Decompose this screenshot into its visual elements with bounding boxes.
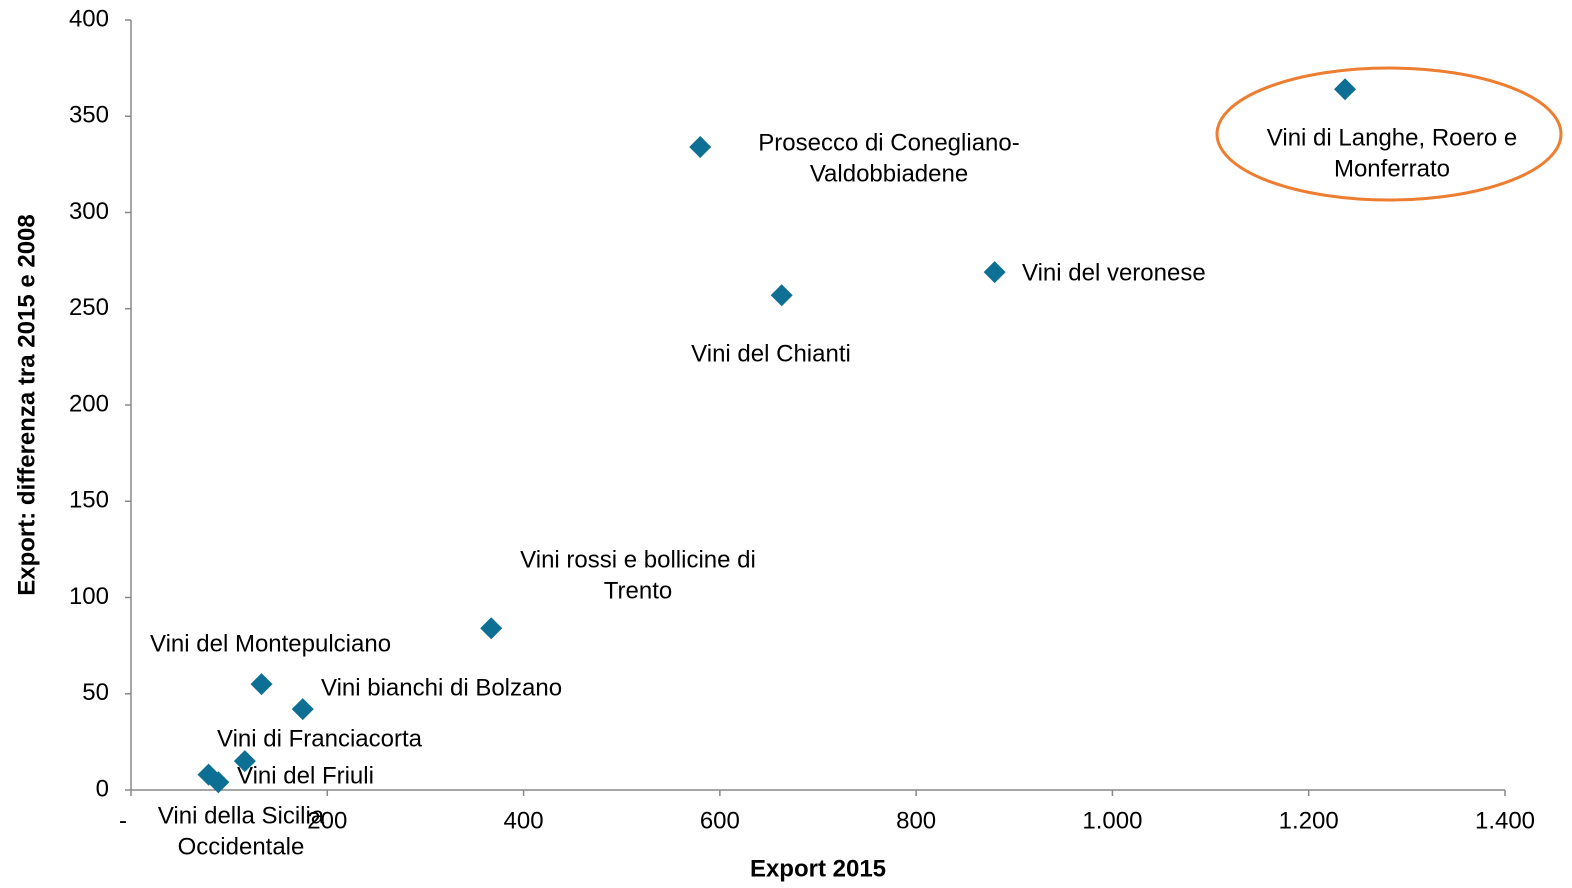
point: [291, 698, 314, 721]
point-label: Vini di Langhe, Roero e: [1267, 124, 1517, 151]
point-label: Prosecco di Conegliano-: [758, 129, 1019, 156]
x-tick-label: 200: [307, 807, 347, 834]
point-label: Trento: [604, 577, 672, 604]
point-label: Vini del Chianti: [691, 340, 851, 367]
point: [480, 617, 503, 640]
y-tick-label: 0: [96, 775, 109, 802]
x-tick-label: 800: [896, 807, 936, 834]
point-label: Monferrato: [1334, 155, 1450, 182]
point: [1334, 78, 1357, 101]
point: [983, 261, 1006, 284]
y-axis-title: Export: differenza tra 2015 e 2008: [13, 214, 40, 596]
y-tick-label: 200: [69, 390, 109, 417]
point-label: Vini bianchi di Bolzano: [321, 674, 562, 701]
point: [689, 136, 712, 159]
point-label: Occidentale: [178, 833, 305, 860]
x-axis-title: Export 2015: [750, 855, 886, 882]
y-tick-label: 400: [69, 5, 109, 32]
point: [770, 284, 793, 307]
x-tick-label: 1.000: [1082, 807, 1142, 834]
point: [197, 763, 220, 786]
x-tick-label: 400: [504, 807, 544, 834]
point-label: Vini del Friuli: [237, 762, 374, 789]
point-label: Vini rossi e bollicine di: [520, 546, 756, 573]
point-label: Vini del Montepulciano: [150, 630, 391, 657]
y-tick-label: 300: [69, 198, 109, 225]
point: [233, 750, 256, 773]
y-tick-label: 100: [69, 583, 109, 610]
x-tick-label: 1.200: [1279, 807, 1339, 834]
point: [250, 673, 273, 696]
point-label: Vini di Franciacorta: [217, 725, 423, 752]
point-label: Vini del veronese: [1022, 259, 1206, 286]
point-label: Valdobbiadene: [810, 160, 968, 187]
x-tick-label: 1.400: [1475, 807, 1535, 834]
x-tick-label: 600: [700, 807, 740, 834]
y-tick-label: 250: [69, 294, 109, 321]
x-tick-label: -: [119, 807, 127, 834]
y-tick-label: 350: [69, 102, 109, 129]
point-label: Vini della Sicilia: [158, 802, 325, 829]
highlight-ellipse: [1215, 66, 1563, 202]
y-tick-label: 50: [82, 679, 109, 706]
y-tick-label: 150: [69, 487, 109, 514]
